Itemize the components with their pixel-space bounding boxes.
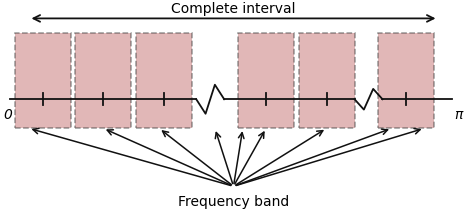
Bar xyxy=(75,33,131,128)
Bar xyxy=(378,33,434,128)
Text: π: π xyxy=(455,108,463,122)
Text: Complete interval: Complete interval xyxy=(171,2,296,16)
Bar xyxy=(14,33,71,128)
Text: Frequency band: Frequency band xyxy=(178,195,289,209)
Bar xyxy=(136,33,191,128)
Bar xyxy=(238,33,294,128)
Bar xyxy=(299,33,354,128)
Text: 0: 0 xyxy=(3,108,12,122)
